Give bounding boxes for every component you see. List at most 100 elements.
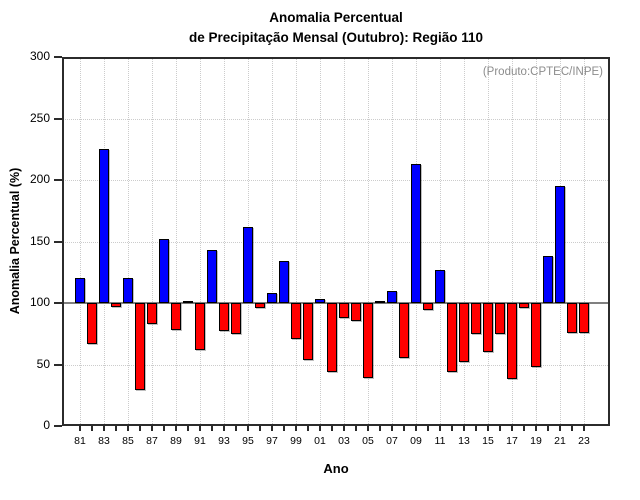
bar-2011 <box>435 269 445 303</box>
y-tick-label: 150 <box>29 233 50 248</box>
bar-1985 <box>123 278 133 303</box>
x-axis-label: Ano <box>323 461 349 476</box>
x-tick-label: 07 <box>386 435 398 447</box>
y-tick <box>54 117 62 120</box>
x-tick-label: 11 <box>434 435 446 447</box>
x-tick <box>139 426 141 431</box>
x-tick-label: 05 <box>362 435 374 447</box>
bar-1992 <box>207 250 217 303</box>
bar-1995 <box>243 226 253 303</box>
x-tick-label: 85 <box>122 435 134 447</box>
bar-2023 <box>579 303 589 333</box>
x-tick <box>547 426 549 431</box>
x-tick <box>583 426 585 431</box>
bar-2012 <box>447 303 457 372</box>
x-tick-label: 99 <box>290 435 302 447</box>
bar-2021 <box>555 186 565 303</box>
bar-2018 <box>519 303 529 308</box>
x-tick-label: 95 <box>242 435 254 447</box>
plot-area: (Produto:CPTEC/INPE) 81 83 85 87 89 91 93 95 97 9… <box>30 49 610 447</box>
bar-1997 <box>267 293 277 303</box>
x-tick <box>235 426 237 431</box>
x-tick <box>331 426 333 431</box>
bar-2004 <box>351 303 361 322</box>
x-tick <box>127 426 129 431</box>
bar-2008 <box>399 303 409 359</box>
x-tick-label: 87 <box>146 435 158 447</box>
x-tick-label: 97 <box>266 435 278 447</box>
y-tick <box>54 363 62 366</box>
h-gridline <box>62 241 610 243</box>
x-tick <box>499 426 501 431</box>
chart-title-line1: Anomalia Percentual <box>269 10 403 25</box>
bar-2020 <box>543 256 553 303</box>
x-tick <box>451 426 453 431</box>
bar-2002 <box>327 303 337 372</box>
y-tick-label: 50 <box>36 356 50 371</box>
x-tick <box>211 426 213 431</box>
x-tick <box>115 426 117 431</box>
bar-1988 <box>159 239 169 303</box>
bar-2001 <box>315 299 325 303</box>
x-tick-label: 19 <box>530 435 542 447</box>
x-tick <box>295 426 297 431</box>
x-tick <box>163 426 165 431</box>
x-tick-label: 81 <box>74 435 86 447</box>
bar-1996 <box>255 303 265 308</box>
bar-2016 <box>495 303 505 334</box>
x-tick <box>355 426 357 431</box>
x-tick <box>247 426 249 431</box>
bar-1987 <box>147 303 157 324</box>
x-tick <box>103 426 105 431</box>
x-tick <box>79 426 81 431</box>
bar-1986 <box>135 303 145 391</box>
x-tick <box>559 426 561 431</box>
x-tick <box>343 426 345 431</box>
h-gridline <box>62 180 610 181</box>
x-tick <box>475 426 477 431</box>
y-tick <box>54 56 62 58</box>
x-tick-label: 21 <box>554 435 566 447</box>
bar-2007 <box>387 290 397 303</box>
y-tick-label: 300 <box>29 49 50 63</box>
y-tick-label: 100 <box>29 295 50 309</box>
x-tick <box>415 426 417 431</box>
x-tick <box>175 426 177 431</box>
x-tick <box>571 426 573 431</box>
x-tick-label: 01 <box>314 435 326 447</box>
x-tick <box>259 426 261 431</box>
x-tick <box>535 426 537 431</box>
bar-1993 <box>219 303 229 332</box>
bar-2022 <box>567 303 577 333</box>
y-tick <box>54 179 62 181</box>
bar-2009 <box>411 164 421 303</box>
x-tick-label: 91 <box>194 435 206 447</box>
bar-2000 <box>303 303 313 360</box>
x-tick <box>367 426 369 431</box>
x-tick-label: 15 <box>482 435 494 447</box>
bar-2014 <box>471 303 481 334</box>
y-tick-label: 250 <box>29 110 50 125</box>
x-tick <box>187 426 189 431</box>
bar-2015 <box>483 303 493 353</box>
x-tick <box>151 426 153 431</box>
product-annotation: (Produto:CPTEC/INPE) <box>482 66 603 78</box>
x-tick <box>307 426 309 431</box>
bar-1982 <box>87 303 97 344</box>
bar-1994 <box>231 303 241 334</box>
bar-2013 <box>459 303 469 363</box>
x-tick <box>91 426 93 431</box>
x-tick <box>403 426 405 431</box>
chart-title: Anomalia Percentual de Precipitação Mens… <box>62 8 610 49</box>
x-tick-label: 93 <box>218 435 230 447</box>
x-tick-label: 23 <box>578 435 590 447</box>
bar-2005 <box>363 303 373 379</box>
chart-title-line2: de Precipitação Mensal (Outubro): Região… <box>188 30 484 46</box>
x-tick <box>427 426 429 431</box>
x-tick-label: 03 <box>338 435 350 447</box>
bar-2017 <box>507 303 517 380</box>
x-tick-label: 17 <box>506 435 518 447</box>
x-tick-label: 09 <box>410 435 422 447</box>
h-gridline <box>62 118 610 120</box>
